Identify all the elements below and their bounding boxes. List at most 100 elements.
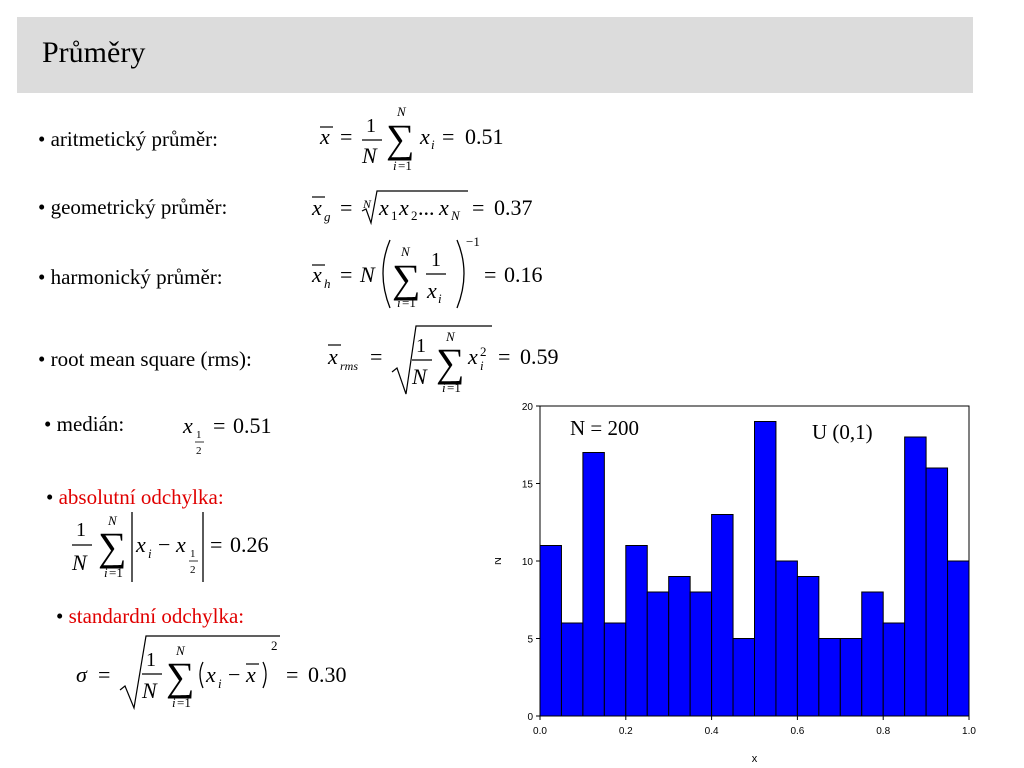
distribution-annotation: U (0,1) (812, 420, 873, 444)
histogram-bar (796, 576, 820, 717)
histogram-bar (882, 622, 906, 717)
svg-text:1: 1 (391, 208, 398, 223)
svg-text:x: x (398, 195, 409, 220)
svg-text:x: x (426, 278, 437, 303)
x-tick-label: 0.8 (876, 726, 890, 737)
svg-text:...: ... (418, 195, 435, 220)
standard-deviation-result: 0.30 (308, 662, 347, 687)
svg-text:1: 1 (366, 115, 376, 137)
svg-text:x: x (467, 344, 478, 369)
svg-text:N: N (445, 329, 456, 344)
svg-text:i: i (442, 380, 446, 395)
absolute-deviation-formula: 1 N N ∑ i =1 x i − x 1 2 = 0.26 (71, 512, 269, 582)
histogram-bar (732, 638, 756, 717)
arithmetic-mean-formula: x = 1 N N ∑ i =1 x i = 0.51 (319, 104, 504, 173)
svg-text:=: = (370, 344, 382, 369)
histogram-bar (947, 560, 970, 717)
svg-text:2: 2 (480, 344, 487, 359)
histogram-bars (539, 421, 970, 717)
svg-text:∑: ∑ (392, 256, 421, 301)
svg-text:x: x (135, 532, 146, 557)
svg-text:−1: −1 (466, 234, 480, 249)
svg-text:σ: σ (76, 662, 88, 687)
svg-text:1: 1 (196, 429, 202, 441)
svg-text:=1: =1 (447, 380, 461, 395)
svg-text:i: i (218, 676, 222, 691)
histogram-bar (625, 545, 648, 717)
svg-text:i: i (172, 695, 176, 710)
arithmetic-mean-item: • aritmetický průměr: (38, 127, 218, 152)
svg-text:i: i (431, 137, 435, 152)
svg-text:g: g (324, 209, 331, 224)
svg-text:2: 2 (196, 445, 202, 457)
svg-text:=1: =1 (109, 565, 123, 580)
svg-text:N: N (362, 197, 372, 211)
harmonic-mean-item: • harmonický průměr: (38, 265, 223, 290)
arithmetic-mean-result: 0.51 (465, 124, 504, 149)
histogram-bar (582, 452, 605, 717)
y-tick-label: 15 (522, 480, 534, 491)
svg-text:∑: ∑ (166, 654, 195, 699)
standard-deviation-item: • standardní odchylka: (56, 604, 244, 629)
rms-result: 0.59 (520, 344, 559, 369)
histogram-bar (668, 576, 691, 717)
title-bar: Průměry (17, 17, 973, 93)
svg-text:i: i (104, 565, 108, 580)
histogram-bar (539, 545, 562, 717)
geometric-mean-item: • geometrický průměr: (38, 195, 227, 220)
y-axis-label: N (495, 557, 504, 565)
histogram-bar (818, 638, 841, 717)
svg-text:2: 2 (190, 564, 196, 576)
bullet-mark: • (46, 485, 54, 509)
svg-text:x: x (182, 413, 193, 438)
svg-text:=: = (340, 262, 352, 287)
absolute-deviation-label: absolutní odchylka: (58, 485, 224, 509)
median-result: 0.51 (233, 413, 272, 438)
svg-text:N: N (400, 244, 411, 259)
svg-text:N: N (107, 513, 118, 528)
svg-text:x: x (205, 662, 216, 687)
x-tick-label: 0.2 (619, 726, 633, 737)
svg-text:h: h (324, 276, 331, 291)
svg-text:∑: ∑ (386, 116, 415, 161)
svg-text:x: x (438, 195, 449, 220)
svg-text:=: = (442, 124, 454, 149)
bullet-mark: • (56, 604, 64, 628)
histogram-bar (603, 622, 627, 717)
svg-text:i: i (480, 358, 484, 373)
histogram-bar (861, 591, 884, 717)
svg-text:x: x (175, 532, 186, 557)
median-formula: x 1 2 = 0.51 (182, 413, 272, 457)
svg-text:x: x (245, 662, 256, 687)
svg-text:=: = (472, 195, 484, 220)
svg-text:−: − (228, 662, 240, 687)
svg-text:1: 1 (190, 548, 196, 560)
svg-text:=1: =1 (177, 695, 191, 710)
svg-text:∑: ∑ (436, 340, 465, 385)
svg-text:=: = (484, 262, 496, 287)
svg-text:2: 2 (411, 208, 418, 223)
svg-text:N: N (141, 678, 158, 703)
svg-text:i: i (397, 295, 401, 310)
svg-text:x: x (311, 195, 322, 220)
svg-text:N: N (396, 104, 407, 119)
svg-text:N: N (361, 143, 378, 168)
sample-size-annotation: N = 200 (570, 416, 639, 440)
svg-text:x: x (378, 195, 389, 220)
histogram-bar (711, 514, 734, 717)
svg-text:x: x (311, 262, 322, 287)
rms-formula: x rms = 1 N N ∑ i =1 x 2 i = 0.59 (327, 325, 559, 395)
histogram-bar (904, 436, 927, 717)
svg-text:∑: ∑ (98, 524, 127, 569)
geometric-mean-result: 0.37 (494, 195, 533, 220)
svg-text:=: = (340, 124, 352, 149)
x-tick-label: 0.6 (790, 726, 804, 737)
median-item: • medián: (44, 412, 124, 437)
svg-text:N: N (71, 550, 88, 575)
bullet-mark: • (38, 347, 46, 371)
histogram-bar (646, 591, 670, 717)
harmonic-mean-formula: x h = N N ∑ i =1 1 x i −1 = 0.16 (311, 234, 543, 310)
svg-text:i: i (438, 291, 442, 306)
standard-deviation-formula: σ = 1 N N ∑ i =1 x i − x 2 = 0.30 (76, 635, 347, 711)
